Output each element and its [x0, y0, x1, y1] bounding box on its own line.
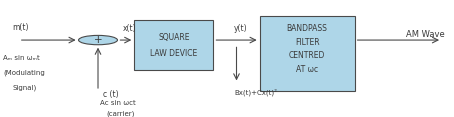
FancyBboxPatch shape — [134, 20, 213, 70]
Text: Aᴄ sin ωᴄt: Aᴄ sin ωᴄt — [100, 100, 136, 106]
Text: y(t): y(t) — [233, 24, 247, 33]
Text: Aₘ sin ωₘt: Aₘ sin ωₘt — [3, 55, 39, 61]
Text: LAW DEVICE: LAW DEVICE — [150, 49, 197, 58]
Text: +: + — [94, 35, 102, 45]
Text: AM Wave: AM Wave — [406, 30, 445, 39]
Text: (Modulating: (Modulating — [3, 69, 44, 76]
Text: AT ωᴄ: AT ωᴄ — [296, 65, 318, 74]
Text: Bx(t)+Cx(t)²: Bx(t)+Cx(t)² — [234, 88, 277, 96]
Text: BANDPASS: BANDPASS — [286, 24, 327, 33]
Text: c (t): c (t) — [103, 90, 118, 99]
Text: Signal): Signal) — [12, 84, 36, 91]
Circle shape — [79, 35, 118, 45]
Text: (carrier): (carrier) — [106, 111, 134, 117]
Text: SQUARE: SQUARE — [158, 33, 190, 42]
Text: CENTRED: CENTRED — [289, 51, 326, 60]
Text: x(t): x(t) — [123, 24, 137, 33]
Text: FILTER: FILTER — [295, 38, 320, 47]
Text: m(t): m(t) — [12, 23, 29, 32]
FancyBboxPatch shape — [260, 16, 355, 91]
